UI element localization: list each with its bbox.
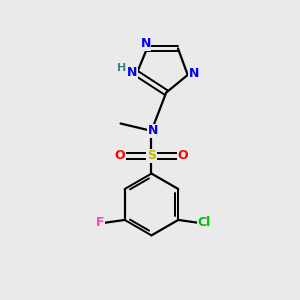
Text: O: O [115, 149, 125, 162]
Text: N: N [148, 124, 158, 137]
Text: F: F [96, 216, 105, 230]
Text: H: H [117, 63, 126, 73]
Text: O: O [178, 149, 188, 162]
Text: S: S [147, 149, 156, 162]
Text: Cl: Cl [197, 216, 211, 230]
Text: N: N [189, 67, 200, 80]
Text: N: N [127, 66, 137, 80]
Text: N: N [140, 37, 151, 50]
